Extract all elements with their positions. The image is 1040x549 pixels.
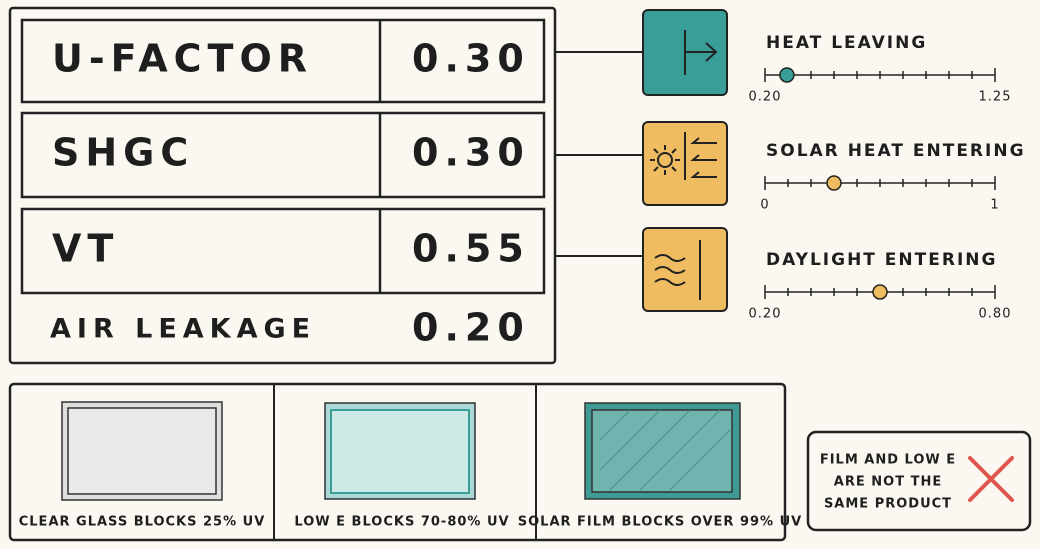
row-box: [20, 18, 546, 104]
slider-label: DAYLIGHT ENTERING: [766, 250, 997, 270]
note-box: [806, 430, 1032, 532]
glass-film: [584, 402, 741, 500]
rating-label: U-FACTOR: [52, 37, 313, 81]
note-text: SAME PRODUCT: [824, 497, 952, 512]
rating-label: AIR LEAKAGE: [50, 314, 316, 345]
slider-min: 0.20: [749, 307, 782, 322]
slider-min: 0.20: [749, 90, 782, 105]
slider-marker: [872, 284, 888, 300]
row-box: [20, 111, 546, 199]
slider-max: 1: [990, 198, 999, 213]
rating-value: 0.55: [412, 227, 530, 271]
x-icon: [968, 456, 1014, 502]
rating-value: 0.30: [412, 131, 530, 175]
slider-marker: [826, 175, 842, 191]
row-box: [20, 207, 546, 295]
glass-panel: [8, 382, 787, 542]
slider-max: 1.25: [979, 90, 1012, 105]
rating-label: SHGC: [52, 131, 194, 175]
glass-caption: CLEAR GLASS BLOCKS 25% UV: [19, 515, 266, 530]
icon-daylight: [642, 227, 728, 312]
rating-value: 0.30: [412, 37, 530, 81]
connectors: [555, 51, 643, 257]
note-text: FILM AND LOW E: [820, 453, 956, 468]
glass-caption: LOW E BLOCKS 70-80% UV: [294, 515, 509, 530]
glass-lowe: [324, 402, 476, 500]
slider-label: HEAT LEAVING: [766, 33, 927, 53]
slider-min: 0: [760, 198, 769, 213]
note-text: ARE NOT THE: [834, 475, 942, 490]
glass-clear: [61, 401, 223, 501]
slider-max: 0.80: [979, 307, 1012, 322]
slider-marker: [779, 67, 795, 83]
icon-heat: [642, 9, 728, 96]
rating-value: 0.20: [412, 306, 530, 350]
glass-caption: SOLAR FILM BLOCKS OVER 99% UV: [518, 515, 802, 530]
ratings-panel: [8, 6, 557, 365]
rating-label: VT: [52, 227, 119, 271]
icon-sun: [642, 121, 728, 206]
slider-label: SOLAR HEAT ENTERING: [766, 141, 1026, 161]
